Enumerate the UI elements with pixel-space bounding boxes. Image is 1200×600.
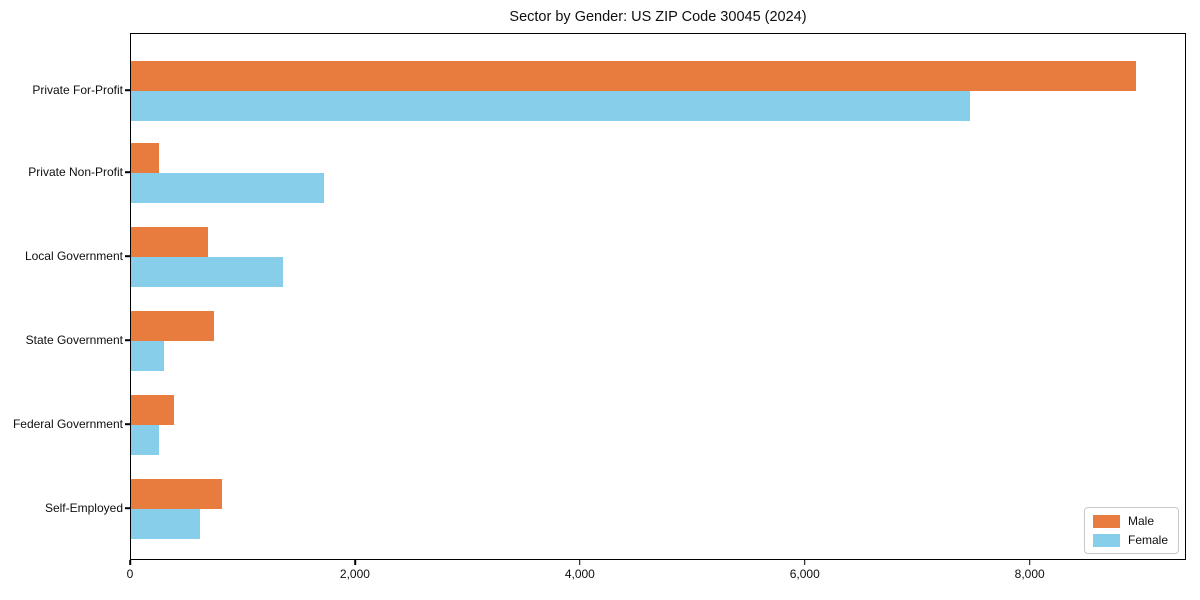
bar-female-private-non-profit bbox=[131, 173, 324, 203]
y-tick-label-federal-government: Federal Government bbox=[12, 417, 123, 431]
female-color-swatch-icon bbox=[1092, 533, 1120, 547]
x-tick-mark bbox=[1028, 560, 1031, 565]
x-tick-label-4000: 4,000 bbox=[564, 567, 595, 581]
bar-female-private-for-profit bbox=[131, 91, 970, 121]
x-tick-label-2000: 2,000 bbox=[339, 567, 370, 581]
legend-item-male: Male bbox=[1092, 514, 1168, 528]
legend-label-female: Female bbox=[1127, 533, 1168, 547]
y-tick-label-self-employed: Self-Employed bbox=[44, 501, 123, 515]
y-tick-label-state-government: State Government bbox=[25, 333, 123, 347]
x-tick-label-6000: 6,000 bbox=[789, 567, 820, 581]
x-tick-mark bbox=[579, 560, 581, 565]
male-color-swatch-icon bbox=[1092, 514, 1120, 528]
bar-male-private-non-profit bbox=[131, 143, 160, 173]
legend-item-female: Female bbox=[1092, 533, 1168, 547]
y-tick-mark bbox=[125, 507, 130, 509]
bar-male-self-employed bbox=[131, 479, 223, 509]
bar-male-federal-government bbox=[131, 395, 174, 425]
y-tick-label-local-government: Local Government bbox=[24, 249, 123, 263]
bar-female-state-government bbox=[131, 341, 165, 371]
x-tick-mark bbox=[129, 560, 131, 565]
y-tick-label-private-non-profit: Private Non-Profit bbox=[28, 165, 123, 179]
x-tick-mark bbox=[803, 560, 806, 565]
y-tick-mark bbox=[125, 255, 130, 257]
x-tick-mark bbox=[354, 560, 356, 565]
bar-male-private-for-profit bbox=[131, 61, 1137, 91]
y-tick-mark bbox=[125, 89, 130, 91]
x-tick-label-8000: 8,000 bbox=[1014, 567, 1045, 581]
x-tick-label-0: 0 bbox=[126, 567, 134, 581]
legend: Male Female bbox=[1083, 507, 1179, 554]
y-tick-mark bbox=[125, 171, 130, 173]
y-tick-label-private-for-profit: Private For-Profit bbox=[32, 83, 123, 97]
bar-female-local-government bbox=[131, 257, 283, 287]
bar-female-self-employed bbox=[131, 509, 201, 539]
chart-title: Sector by Gender: US ZIP Code 30045 (202… bbox=[509, 9, 807, 25]
plot-area: Male Female bbox=[130, 33, 1186, 560]
y-tick-mark bbox=[125, 423, 130, 425]
legend-label-male: Male bbox=[1127, 514, 1154, 528]
bar-male-state-government bbox=[131, 311, 215, 341]
y-tick-mark bbox=[125, 339, 130, 341]
bar-female-federal-government bbox=[131, 425, 160, 455]
bar-male-local-government bbox=[131, 227, 208, 257]
